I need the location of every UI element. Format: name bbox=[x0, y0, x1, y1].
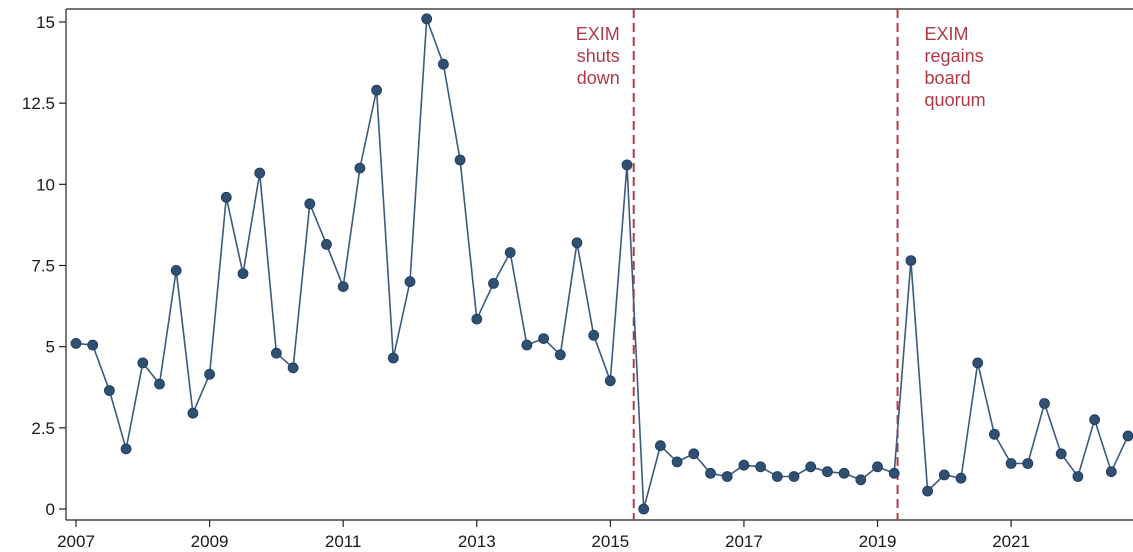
data-point bbox=[855, 474, 867, 486]
data-point bbox=[1055, 448, 1067, 460]
annotation-text: shuts bbox=[577, 46, 620, 66]
data-point bbox=[955, 472, 967, 484]
data-point bbox=[70, 337, 82, 349]
data-point bbox=[154, 378, 165, 390]
x-tick-label: 2007 bbox=[57, 532, 95, 551]
data-point bbox=[938, 469, 950, 481]
y-tick-label: 15 bbox=[36, 13, 55, 32]
data-point bbox=[437, 58, 449, 70]
data-point bbox=[621, 159, 633, 171]
data-point bbox=[120, 443, 132, 455]
x-tick-label: 2011 bbox=[325, 532, 362, 551]
data-point bbox=[354, 162, 366, 174]
data-point bbox=[204, 368, 216, 380]
data-point bbox=[137, 357, 149, 369]
annotation-text: EXIM bbox=[576, 24, 620, 44]
data-point bbox=[538, 333, 549, 345]
event-lines bbox=[632, 9, 899, 520]
x-tick-label: 2013 bbox=[458, 532, 496, 551]
data-point bbox=[822, 466, 833, 478]
data-point bbox=[788, 471, 800, 482]
data-point bbox=[838, 467, 850, 479]
data-point bbox=[1122, 430, 1133, 442]
annotation-text: EXIM bbox=[925, 24, 969, 44]
data-point bbox=[771, 471, 783, 482]
x-tick-label: 2021 bbox=[992, 532, 1030, 551]
data-point bbox=[304, 198, 316, 210]
annotation-text: board bbox=[925, 68, 971, 88]
y-tick-label: 10 bbox=[36, 175, 55, 194]
data-point bbox=[337, 281, 349, 293]
x-tick-label: 2019 bbox=[859, 532, 897, 551]
data-point bbox=[872, 461, 883, 473]
x-tick-label: 2017 bbox=[725, 532, 763, 551]
data-point bbox=[972, 357, 984, 369]
data-point bbox=[705, 467, 716, 479]
y-tick-label: 7.5 bbox=[31, 257, 55, 276]
data-point bbox=[504, 247, 516, 258]
data-point bbox=[521, 339, 533, 351]
data-point bbox=[655, 440, 666, 452]
data-point bbox=[104, 385, 115, 396]
data-point bbox=[922, 485, 933, 497]
data-point bbox=[421, 13, 433, 25]
data-point bbox=[471, 313, 483, 325]
axes: 0 2.5 5 7.5 10 12.5 15 2007 2009 2011 2013 2015 2017… bbox=[22, 8, 1133, 551]
data-point bbox=[688, 448, 700, 460]
data-point bbox=[454, 154, 466, 166]
data-point bbox=[170, 264, 182, 276]
data-point bbox=[1022, 458, 1034, 469]
data-point bbox=[1005, 458, 1017, 469]
data-point bbox=[638, 503, 650, 515]
data-point bbox=[671, 456, 683, 468]
data-point bbox=[571, 237, 583, 249]
y-tick-label: 0 bbox=[46, 500, 55, 519]
data-point bbox=[270, 347, 282, 359]
series-line bbox=[75, 18, 1129, 510]
x-tick-label: 2015 bbox=[591, 532, 629, 551]
data-point bbox=[1089, 414, 1100, 426]
data-point bbox=[1039, 398, 1050, 409]
y-tick-label: 12.5 bbox=[22, 94, 55, 113]
data-series bbox=[70, 13, 1133, 515]
data-point bbox=[721, 471, 733, 482]
data-point bbox=[554, 349, 566, 361]
y-tick-label: 2.5 bbox=[31, 419, 55, 438]
data-point bbox=[755, 461, 766, 473]
data-point bbox=[989, 428, 1000, 440]
data-point bbox=[404, 276, 416, 288]
data-point bbox=[1105, 466, 1117, 478]
data-point bbox=[604, 375, 616, 387]
data-point bbox=[237, 268, 249, 280]
data-point bbox=[905, 255, 917, 267]
data-point bbox=[805, 461, 817, 473]
data-point bbox=[888, 467, 900, 479]
x-tick-label: 2009 bbox=[191, 532, 229, 551]
data-point bbox=[321, 238, 332, 250]
annotation-text: quorum bbox=[925, 90, 986, 110]
annotation-text: down bbox=[577, 68, 620, 88]
data-point bbox=[371, 84, 383, 96]
data-point bbox=[488, 277, 499, 289]
annotation-text: regains bbox=[925, 46, 984, 66]
data-point bbox=[220, 191, 232, 203]
data-point bbox=[387, 352, 399, 364]
data-point bbox=[187, 407, 199, 419]
data-point bbox=[254, 167, 266, 179]
y-tick-label: 5 bbox=[46, 338, 55, 357]
data-point bbox=[588, 329, 600, 341]
data-point bbox=[87, 339, 99, 351]
data-point bbox=[738, 459, 750, 471]
data-point bbox=[1072, 471, 1084, 482]
data-point bbox=[287, 362, 299, 374]
